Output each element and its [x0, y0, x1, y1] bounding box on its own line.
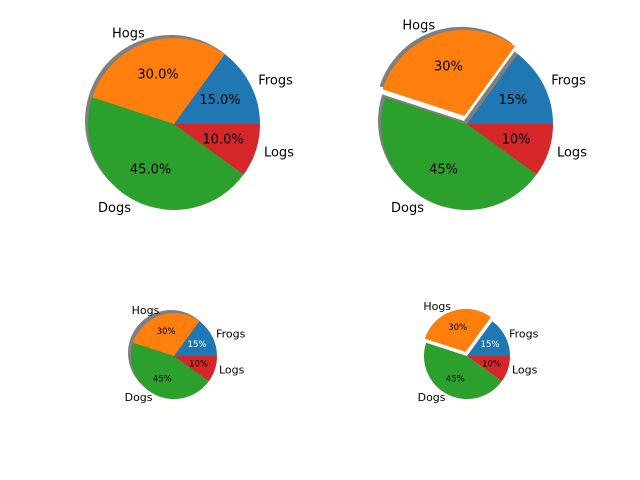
pct-label-hogs: 30%: [448, 323, 467, 333]
wedge-logs: [467, 356, 510, 382]
category-label-logs: Logs: [264, 146, 294, 161]
pct-label-hogs: 30%: [434, 59, 463, 74]
wedge-frogs: [467, 54, 553, 124]
pct-label-logs: 10%: [482, 359, 501, 369]
wedge-logs: [174, 124, 260, 175]
category-label-dogs: Dogs: [98, 201, 131, 216]
pct-label-logs: 10%: [189, 359, 208, 369]
category-label-dogs: Dogs: [418, 391, 446, 404]
category-label-logs: Logs: [557, 146, 587, 161]
wedge-dogs: [87, 97, 244, 211]
category-label-hogs: Hogs: [112, 27, 145, 42]
wedge-dogs: [380, 97, 537, 211]
pct-label-frogs: 15%: [481, 340, 500, 350]
pct-label-hogs: 30%: [157, 327, 176, 337]
category-label-dogs: Dogs: [125, 391, 153, 404]
wedge-frogs: [174, 54, 260, 124]
wedge-frogs: [467, 321, 510, 356]
category-label-hogs: Hogs: [402, 18, 435, 33]
category-label-frogs: Frogs: [216, 328, 246, 341]
category-label-hogs: Hogs: [132, 304, 160, 317]
category-label-frogs: Frogs: [258, 74, 293, 89]
wedge-hogs: [424, 308, 491, 352]
wedge-hogs: [382, 29, 515, 116]
wedge-logs: [174, 356, 217, 382]
wedge-hogs: [92, 37, 225, 124]
category-label-logs: Logs: [512, 364, 538, 377]
pct-label-hogs: 30.0%: [137, 67, 178, 82]
category-label-hogs: Hogs: [423, 300, 451, 313]
wedge-logs: [467, 124, 553, 175]
wedge-frogs: [174, 321, 217, 356]
pie-subplot-1: Frogs 15.0% Hogs 30.0% Dogs 45.0% Logs 10.0%: [84, 27, 294, 216]
category-label-frogs: Frogs: [551, 74, 586, 89]
wedge-dogs: [130, 342, 209, 400]
pct-label-logs: 10%: [502, 132, 531, 147]
pct-label-dogs: 45%: [429, 162, 458, 177]
pct-label-dogs: 45.0%: [130, 162, 171, 177]
pct-label-frogs: 15%: [499, 93, 528, 108]
pct-label-dogs: 45%: [153, 374, 172, 384]
category-label-frogs: Frogs: [509, 328, 539, 341]
category-label-dogs: Dogs: [391, 201, 424, 216]
wedge-dogs: [423, 342, 502, 400]
category-label-logs: Logs: [219, 364, 245, 377]
pie-subplot-2: Frogs 15% Hogs 30% Dogs 45% Logs 10%: [377, 18, 587, 216]
wedge-hogs: [133, 312, 200, 356]
pct-label-dogs: 45%: [446, 374, 465, 384]
pct-label-frogs: 15.0%: [199, 93, 240, 108]
pct-label-frogs: 15%: [188, 340, 207, 350]
pct-label-logs: 10.0%: [202, 132, 243, 147]
